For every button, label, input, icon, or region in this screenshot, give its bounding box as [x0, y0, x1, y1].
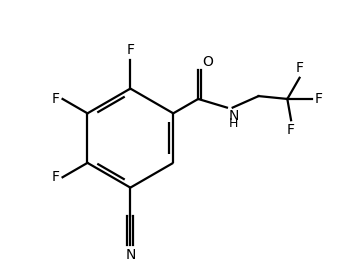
Text: F: F [287, 123, 295, 137]
Text: F: F [295, 61, 303, 75]
Text: F: F [52, 170, 60, 184]
Text: F: F [314, 92, 322, 106]
Text: N: N [125, 248, 135, 262]
Text: H: H [229, 117, 238, 130]
Text: F: F [52, 92, 60, 106]
Text: F: F [126, 43, 134, 57]
Text: N: N [229, 109, 239, 123]
Text: O: O [202, 55, 213, 69]
